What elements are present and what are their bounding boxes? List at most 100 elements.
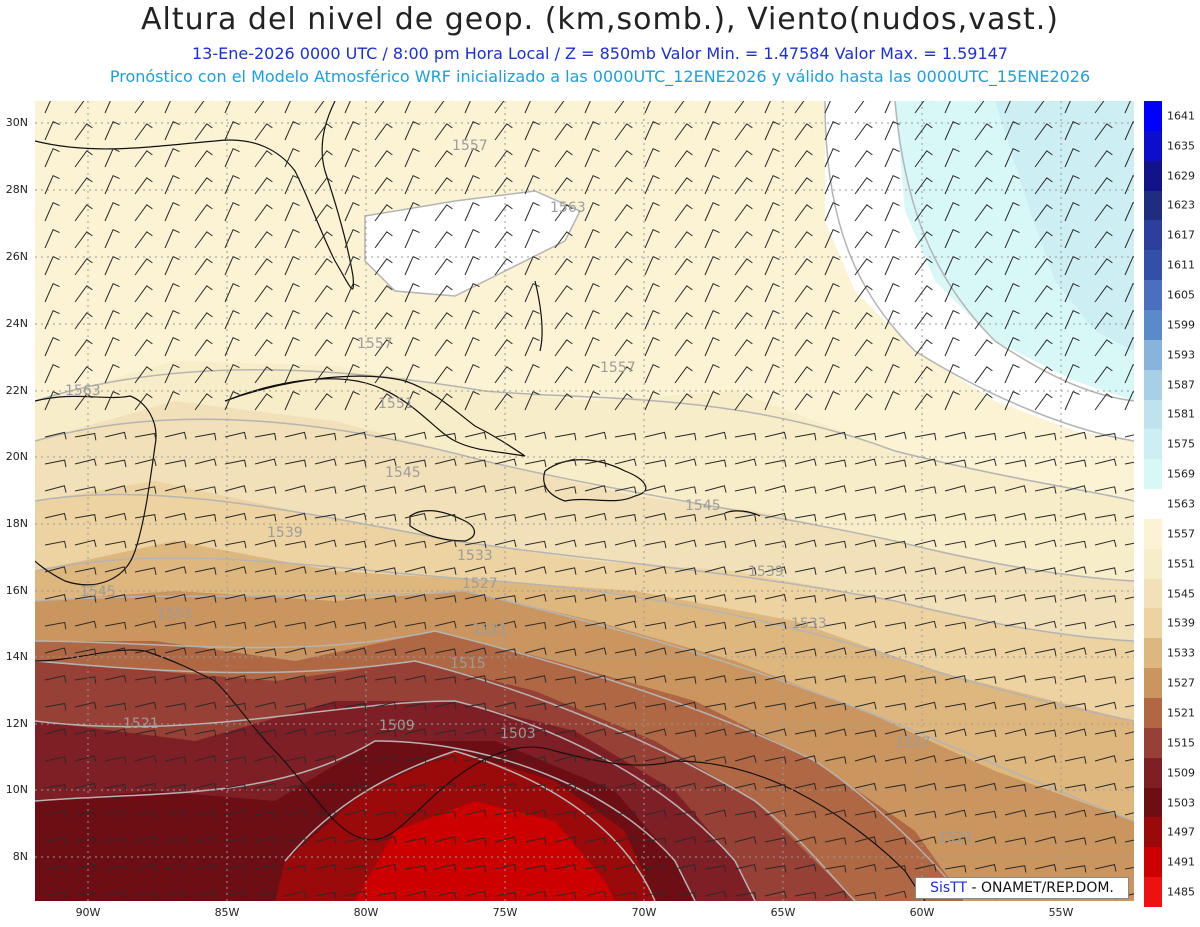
wind-barb	[194, 648, 217, 656]
wind-barb	[614, 836, 637, 844]
wind-barb	[884, 175, 900, 195]
wind-barb	[644, 594, 667, 602]
wind-barb	[674, 285, 693, 303]
wind-barb	[494, 339, 513, 357]
wind-barb	[1004, 756, 1027, 764]
wind-barb	[164, 283, 180, 303]
wind-barb	[1034, 486, 1057, 494]
colorbar-swatch	[1144, 190, 1162, 221]
wind-barb	[344, 283, 360, 303]
wind-barb	[1124, 391, 1134, 411]
wind-barb	[254, 701, 277, 710]
wind-barb	[584, 283, 600, 303]
wind-barb	[914, 231, 933, 249]
wind-barb	[44, 702, 67, 711]
wind-barb	[254, 782, 277, 791]
wind-barb	[584, 310, 600, 330]
colorbar-swatch	[1144, 280, 1162, 311]
wind-barb	[1004, 364, 1020, 384]
wind-barb	[944, 512, 967, 521]
wind-barb	[704, 175, 720, 195]
contour-label: 1527	[895, 735, 931, 751]
wind-barb	[764, 784, 787, 792]
wind-barb	[674, 810, 697, 819]
wind-barb	[794, 648, 817, 656]
wind-barb	[404, 837, 427, 845]
wind-barb	[554, 312, 573, 330]
wind-barb	[734, 123, 753, 141]
wind-barb	[824, 702, 847, 711]
colorbar-label: 1617	[1167, 228, 1195, 242]
wind-barb	[674, 123, 693, 141]
wind-barb	[734, 864, 757, 872]
wind-barb	[644, 865, 667, 873]
wind-barb	[44, 364, 60, 384]
wind-barb	[764, 310, 780, 330]
wind-barb	[434, 101, 453, 114]
wind-barb	[1094, 676, 1117, 684]
wind-barb	[404, 256, 420, 276]
wind-barb	[104, 890, 127, 899]
wind-barb	[944, 431, 967, 440]
wind-barb	[434, 810, 457, 819]
wind-barb	[164, 101, 171, 114]
wind-barb	[404, 175, 420, 195]
wind-barb	[434, 701, 457, 710]
wind-barb	[134, 231, 153, 249]
wind-barb	[104, 865, 127, 873]
wind-barb	[974, 595, 997, 603]
wind-barb	[854, 595, 877, 603]
wind-barb	[1094, 755, 1117, 763]
wind-barb	[974, 339, 993, 357]
wind-barb	[1034, 595, 1057, 603]
wind-barb	[374, 620, 397, 629]
wind-barb	[734, 432, 757, 441]
wind-barb	[494, 123, 513, 141]
wind-barb	[884, 202, 900, 222]
wind-barb	[914, 810, 937, 819]
wind-barb	[344, 837, 367, 845]
wind-barb	[194, 539, 217, 548]
wind-barb	[1034, 312, 1053, 330]
wind-barb	[374, 486, 397, 494]
wind-barb	[494, 648, 517, 656]
wind-barb	[854, 514, 877, 522]
wind-barb	[614, 258, 633, 276]
wind-barb	[434, 676, 457, 684]
wind-barb	[404, 594, 427, 602]
wind-barb	[974, 729, 997, 738]
wind-barb	[974, 648, 997, 656]
wind-barb	[254, 366, 273, 384]
wind-barb	[1034, 836, 1057, 844]
wind-barb	[284, 621, 307, 630]
wind-barb	[344, 101, 351, 114]
wind-barb	[44, 202, 60, 222]
wind-barb	[644, 837, 667, 845]
wind-barb	[164, 784, 187, 792]
wind-barb	[74, 810, 97, 819]
wind-barb	[194, 177, 213, 195]
wind-barb	[74, 891, 97, 900]
wind-barb	[524, 459, 547, 468]
wind-barb	[764, 512, 787, 521]
wind-barb	[884, 647, 907, 655]
wind-barb	[404, 148, 420, 168]
wind-barb	[794, 595, 817, 603]
wind-barb	[434, 620, 457, 629]
wind-barb	[914, 567, 937, 575]
wind-barb	[584, 431, 607, 440]
wind-barb	[284, 675, 307, 683]
wind-barb	[104, 337, 120, 357]
wind-barb	[344, 594, 367, 602]
wind-barb	[494, 366, 513, 384]
wind-barb	[734, 620, 757, 629]
wind-barb	[524, 837, 547, 845]
wind-barb	[1094, 312, 1113, 330]
wind-barb	[104, 283, 120, 303]
wind-barb	[194, 676, 217, 684]
wind-barb	[884, 784, 907, 792]
wind-barb	[464, 101, 471, 114]
wind-barb	[74, 567, 97, 575]
wind-barb	[644, 283, 660, 303]
wind-barb	[1124, 542, 1134, 546]
